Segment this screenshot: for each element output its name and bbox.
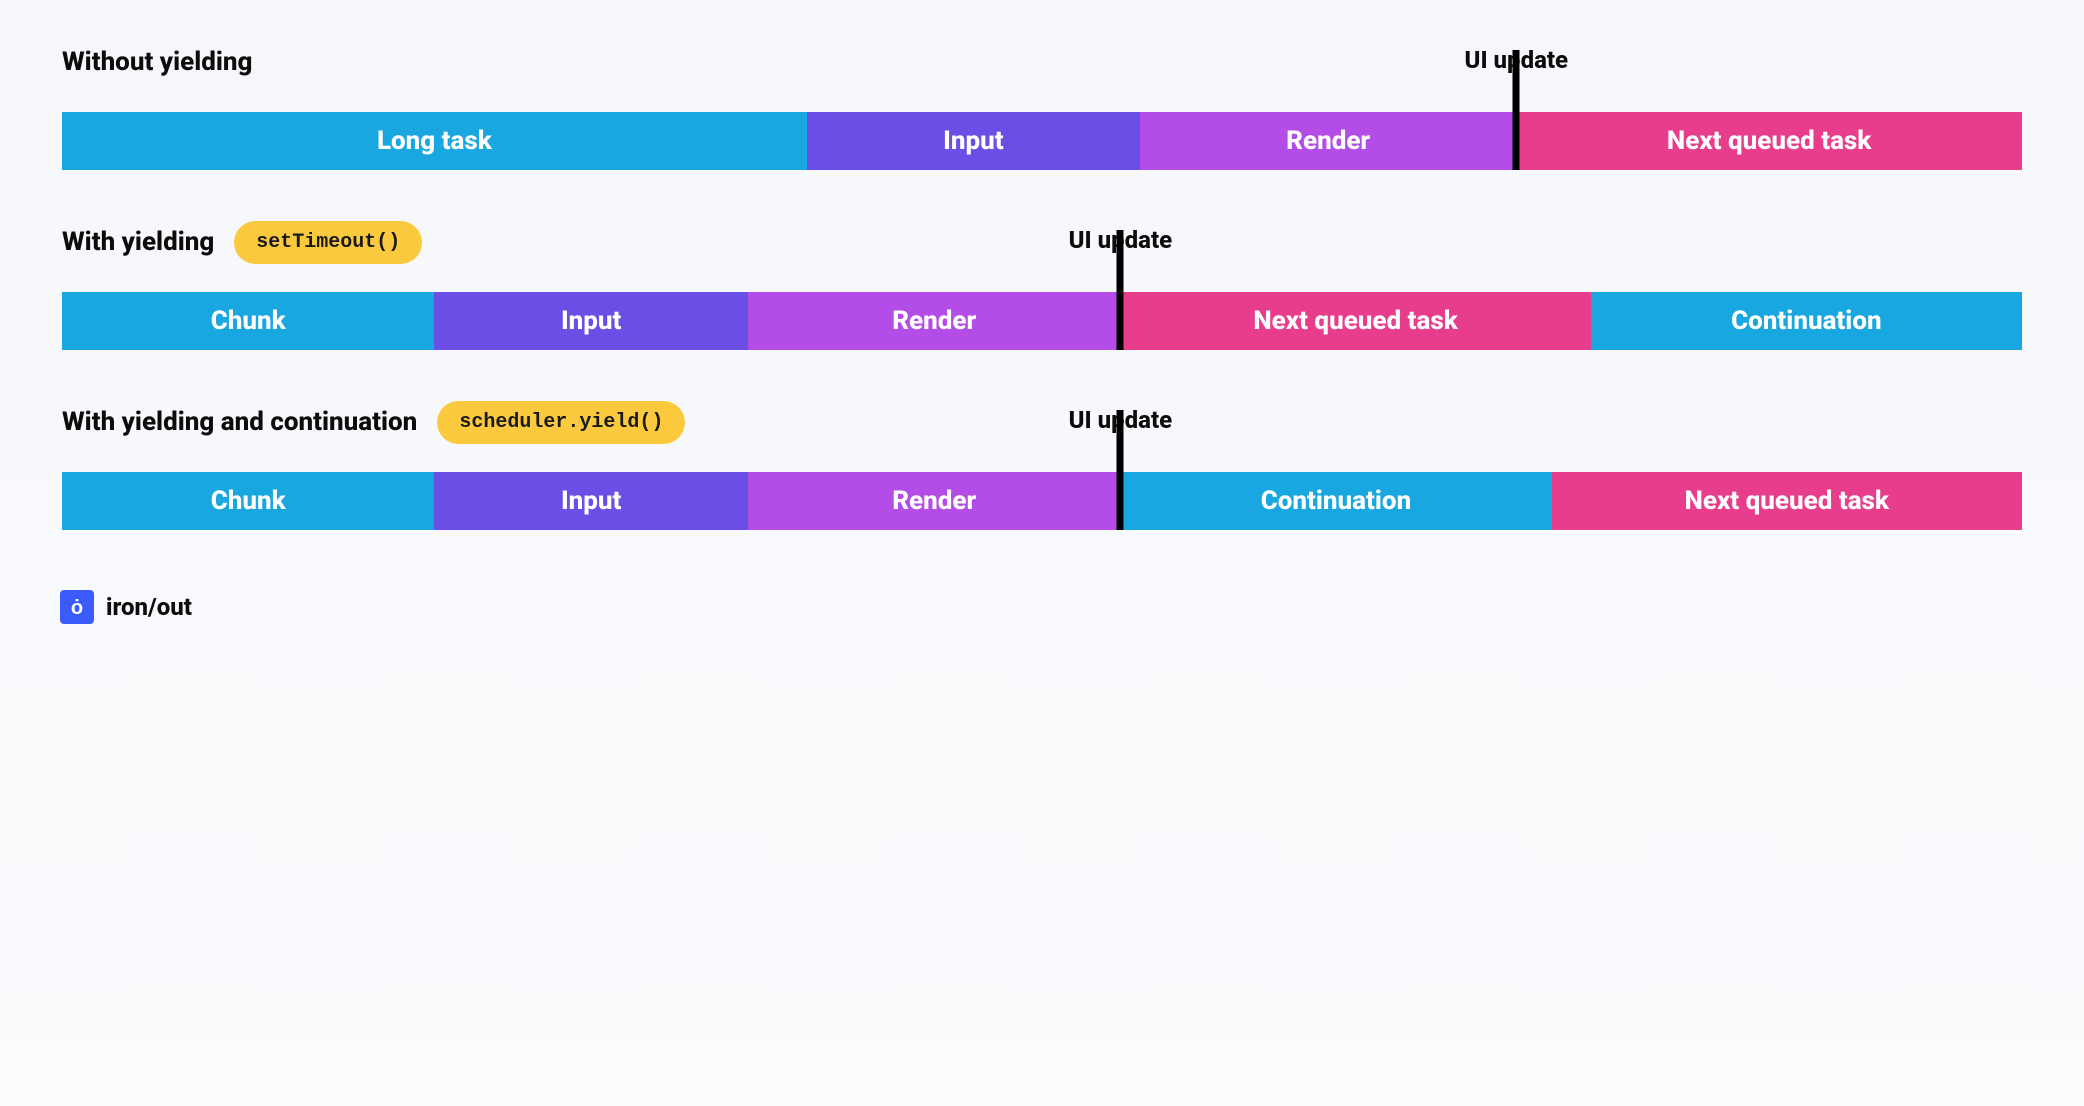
segment: Render bbox=[748, 292, 1120, 350]
bar-wrap: UI updateLong taskInputRenderNext queued… bbox=[62, 112, 2022, 170]
row-with-yielding: With yielding setTimeout() UI updateChunkI… bbox=[62, 220, 2022, 350]
segment: Continuation bbox=[1120, 472, 1551, 530]
segment: Next queued task bbox=[1552, 472, 2022, 530]
row-header: Without yielding bbox=[62, 40, 2022, 84]
timeline-bar: ChunkInputRenderContinuationNext queued … bbox=[62, 472, 2022, 530]
segment: Continuation bbox=[1591, 292, 2022, 350]
ui-update-marker bbox=[1513, 50, 1520, 170]
row-title: Without yielding bbox=[62, 47, 252, 77]
segment: Render bbox=[1140, 112, 1516, 170]
segment: Render bbox=[748, 472, 1120, 530]
segment: Chunk bbox=[62, 292, 434, 350]
row-header: With yielding setTimeout() bbox=[62, 220, 2022, 264]
brand-name: iron/out bbox=[106, 593, 192, 621]
ui-update-marker bbox=[1117, 410, 1124, 530]
segment: Chunk bbox=[62, 472, 434, 530]
segment: Long task bbox=[62, 112, 807, 170]
row-without-yielding: Without yielding UI updateLong taskInputR… bbox=[62, 40, 2022, 170]
footer: ȯ iron/out bbox=[60, 590, 2024, 624]
row-title: With yielding and continuation bbox=[62, 407, 417, 437]
brand-logo-icon: ȯ bbox=[60, 590, 94, 624]
yielding-diagram: Without yielding UI updateLong taskInputR… bbox=[62, 40, 2022, 530]
row-with-yielding-continuation: With yielding and continuation scheduler.… bbox=[62, 400, 2022, 530]
code-pill: scheduler.yield() bbox=[437, 401, 685, 444]
timeline-bar: ChunkInputRenderNext queued taskContinua… bbox=[62, 292, 2022, 350]
code-pill: setTimeout() bbox=[234, 221, 422, 264]
ui-update-marker bbox=[1117, 230, 1124, 350]
row-header: With yielding and continuation scheduler.… bbox=[62, 400, 2022, 444]
bar-wrap: UI updateChunkInputRenderNext queued tas… bbox=[62, 292, 2022, 350]
segment: Input bbox=[434, 472, 748, 530]
row-title: With yielding bbox=[62, 227, 214, 257]
segment: Input bbox=[807, 112, 1140, 170]
bar-wrap: UI updateChunkInputRenderContinuationNex… bbox=[62, 472, 2022, 530]
segment: Next queued task bbox=[1120, 292, 1590, 350]
segment: Next queued task bbox=[1516, 112, 2022, 170]
segment: Input bbox=[434, 292, 748, 350]
timeline-bar: Long taskInputRenderNext queued task bbox=[62, 112, 2022, 170]
